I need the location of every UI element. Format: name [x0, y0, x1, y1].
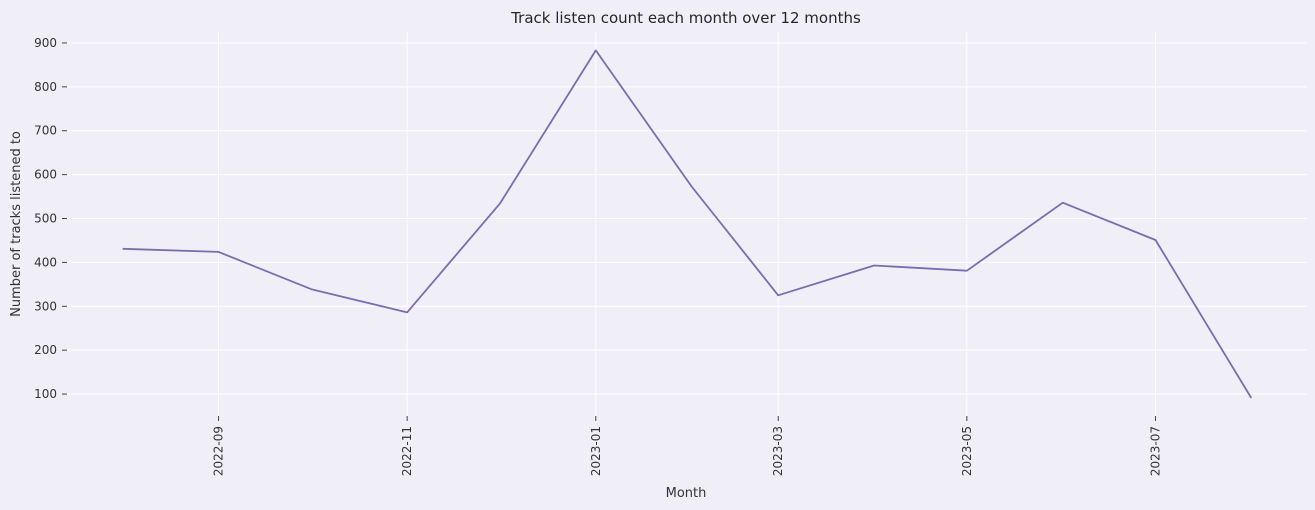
- grid: [67, 32, 1307, 416]
- x-tick-label: 2023-05: [960, 426, 974, 476]
- y-tick-label: 400: [34, 255, 57, 269]
- y-tick-label: 500: [34, 212, 57, 226]
- x-tick-label: 2023-03: [771, 426, 785, 476]
- series-line: [122, 49, 1253, 399]
- y-axis-label: Number of tracks listened to: [9, 131, 24, 317]
- ticks: 100 200 300 400 500 600 700 800 900 2022-09 2022-1…: [34, 36, 1162, 476]
- y-tick-label: 600: [34, 168, 57, 182]
- y-tick-label: 100: [34, 387, 57, 401]
- x-tick-label: 2023-07: [1148, 426, 1162, 476]
- x-tick-label: 2022-09: [212, 426, 226, 476]
- y-tick-label: 700: [34, 124, 57, 138]
- y-tick-label: 800: [34, 80, 57, 94]
- plot-area: [67, 32, 1307, 416]
- x-tick-label: 2022-11: [400, 426, 414, 476]
- series-layer: [122, 49, 1253, 399]
- chart-title: Track listen count each month over 12 mo…: [510, 9, 861, 27]
- x-axis-label: Month: [666, 486, 707, 501]
- y-tick-label: 900: [34, 36, 57, 50]
- y-tick-label: 300: [34, 299, 57, 313]
- y-tick-label: 200: [34, 343, 57, 357]
- x-tick-label: 2023-01: [589, 426, 603, 476]
